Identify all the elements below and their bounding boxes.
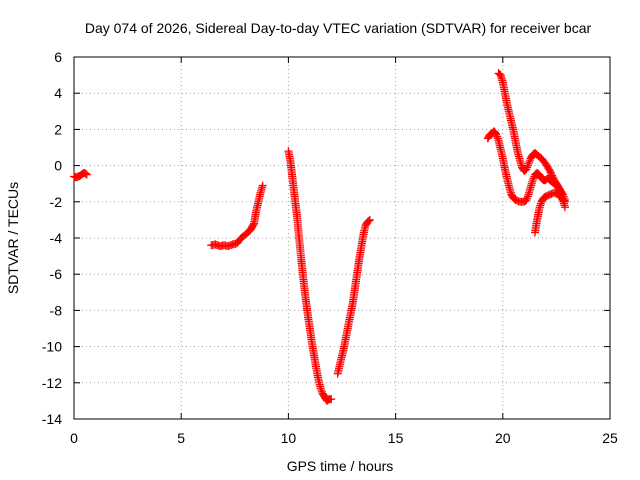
x-tick-label: 15 — [388, 430, 404, 446]
data-point — [316, 384, 325, 393]
y-axis-label: SDTVAR / TECUs — [5, 182, 21, 294]
x-tick-label: 5 — [177, 430, 185, 446]
data-point — [364, 216, 373, 225]
y-tick-label: -4 — [50, 230, 63, 246]
data-point — [529, 174, 538, 183]
data-point — [523, 194, 532, 203]
data-point — [522, 165, 531, 174]
data-point — [258, 181, 267, 190]
y-tick-label: -10 — [42, 339, 62, 355]
data-point — [317, 386, 326, 395]
data-point — [493, 134, 502, 143]
y-tick-label: -8 — [50, 302, 63, 318]
data-points — [70, 69, 569, 405]
x-axis-label: GPS time / hours — [287, 458, 394, 474]
data-point — [81, 169, 90, 178]
data-point — [82, 170, 91, 179]
x-tick-label: 10 — [281, 430, 297, 446]
data-point — [522, 195, 531, 204]
x-tick-label: 20 — [495, 430, 511, 446]
data-point — [524, 159, 533, 168]
y-tick-label: -2 — [50, 194, 63, 210]
y-tick-label: 4 — [54, 85, 62, 101]
axis-ticks: 0 5 10 15 20 25 -14 -12 -10 -8 -6 -4 -2 0 2 4 6 — [42, 49, 618, 446]
x-tick-label: 0 — [70, 430, 78, 446]
y-tick-label: 6 — [54, 49, 62, 65]
data-point — [523, 192, 532, 201]
data-point — [528, 176, 537, 185]
data-point — [559, 196, 568, 205]
data-point — [525, 157, 534, 166]
chart-title: Day 074 of 2026, Sidereal Day-to-day VTE… — [85, 20, 592, 36]
data-point — [493, 132, 502, 141]
x-tick-label: 25 — [602, 430, 618, 446]
data-point — [327, 395, 336, 404]
data-point — [523, 161, 532, 170]
y-tick-label: 0 — [54, 158, 62, 174]
y-tick-label: -14 — [42, 411, 62, 427]
y-tick-label: -6 — [50, 266, 63, 282]
y-tick-label: 2 — [54, 121, 62, 137]
y-tick-label: -12 — [42, 375, 62, 391]
data-point — [365, 215, 374, 224]
data-point — [492, 130, 501, 139]
data-point — [560, 197, 569, 206]
data-point — [523, 163, 532, 172]
